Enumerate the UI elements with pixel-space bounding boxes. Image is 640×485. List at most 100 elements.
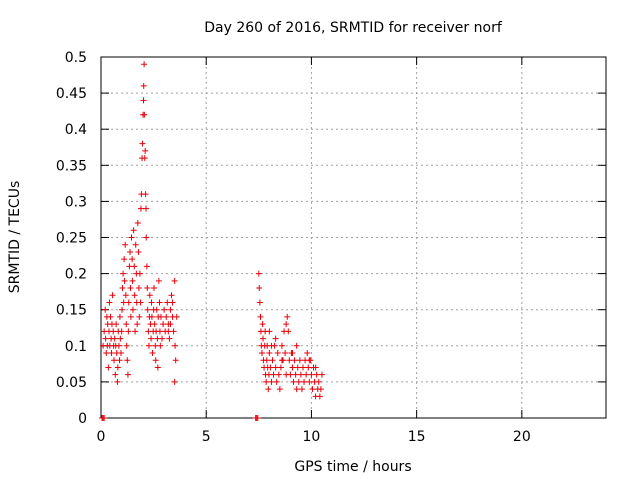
data-point: [155, 277, 162, 284]
data-point: [277, 364, 284, 371]
data-point: [276, 386, 283, 393]
data-point: [167, 306, 174, 313]
data-point: [278, 342, 285, 349]
data-point: [270, 371, 277, 378]
y-tick-label: 0.4: [65, 122, 87, 138]
data-point: [107, 313, 114, 320]
data-point: [164, 299, 171, 306]
data-point: [132, 328, 139, 335]
data-point: [167, 321, 174, 328]
data-point: [296, 357, 303, 364]
data-point: [143, 234, 150, 241]
data-point: [149, 350, 156, 357]
data-point: [125, 299, 132, 306]
data-point: [289, 364, 296, 371]
data-point: [146, 292, 153, 299]
data-point: [113, 321, 120, 328]
data-point: [166, 335, 173, 342]
data-point: [283, 321, 290, 328]
data-point: [127, 285, 134, 292]
data-point: [148, 313, 155, 320]
data-point: [127, 313, 134, 320]
data-point: [121, 277, 128, 284]
data-point: [170, 328, 177, 335]
data-point: [119, 285, 126, 292]
data-point: [130, 227, 137, 234]
data-point: [141, 61, 148, 68]
data-point: [106, 299, 113, 306]
data-point: [116, 313, 123, 320]
y-tick-label: 0.35: [56, 158, 87, 174]
data-point: [318, 371, 325, 378]
data-point: [129, 306, 136, 313]
data-point: [278, 357, 285, 364]
data-point: [142, 147, 149, 154]
data-point: [132, 241, 139, 248]
data-point: [152, 357, 159, 364]
data-point: [256, 299, 263, 306]
data-point: [123, 342, 130, 349]
data-point: [136, 270, 143, 277]
data-point: [114, 364, 121, 371]
data-point: [103, 350, 110, 357]
data-point: [268, 378, 275, 385]
data-point: [151, 321, 158, 328]
data-point: [118, 328, 125, 335]
data-point: [266, 350, 273, 357]
data-point: [129, 277, 136, 284]
data-point: [152, 342, 159, 349]
data-point: [316, 393, 323, 400]
data-point: [143, 263, 150, 270]
y-tick-label: 0: [78, 411, 87, 427]
data-point: [156, 299, 163, 306]
data-point: [294, 364, 301, 371]
data-point: [163, 313, 170, 320]
data-point: [313, 371, 320, 378]
data-point: [112, 371, 119, 378]
data-point: [258, 350, 265, 357]
data-point: [287, 371, 294, 378]
data-point: [142, 191, 149, 198]
x-tick-label: 5: [202, 429, 211, 445]
data-point: [292, 371, 299, 378]
data-point: [263, 357, 270, 364]
x-tick-label: 15: [408, 429, 426, 445]
data-point: [172, 357, 179, 364]
data-point: [122, 292, 129, 299]
data-point: [304, 350, 311, 357]
data-point: [119, 306, 126, 313]
data-point: [154, 364, 161, 371]
data-point: [159, 335, 166, 342]
data-point: [148, 335, 155, 342]
data-point: [129, 256, 136, 263]
data-point: [108, 350, 115, 357]
data-point: [122, 241, 129, 248]
data-point: [285, 328, 292, 335]
data-point: [282, 350, 289, 357]
data-point: [265, 386, 272, 393]
data-point: [114, 378, 121, 385]
y-tick-label: 0.3: [65, 194, 87, 210]
y-tick-label: 0.05: [56, 375, 87, 391]
data-point: [125, 328, 132, 335]
data-point: [131, 292, 138, 299]
grid-lines: [101, 57, 606, 418]
data-point: [306, 357, 313, 364]
data-point: [117, 335, 124, 342]
data-point: [102, 306, 109, 313]
data-point: [121, 256, 128, 263]
data-point: [267, 364, 274, 371]
y-tick-label: 0.15: [56, 303, 87, 319]
data-point: [260, 335, 267, 342]
data-point: [148, 299, 155, 306]
chart-title: Day 260 of 2016, SRMTID for receiver nor…: [204, 20, 503, 36]
data-point: [124, 357, 131, 364]
y-axis-label: SRMTID / TECUs: [7, 181, 23, 294]
data-point: [289, 350, 296, 357]
data-point: [259, 321, 266, 328]
data-point: [151, 285, 158, 292]
data-point: [171, 277, 178, 284]
data-point: [290, 378, 297, 385]
data-point: [131, 263, 138, 270]
x-tick-label: 10: [303, 429, 321, 445]
